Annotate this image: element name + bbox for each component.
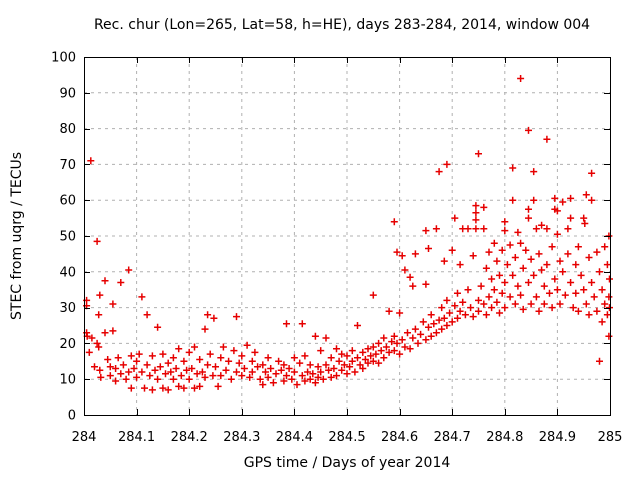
data-points: [83, 75, 613, 394]
y-tick-label: 20: [59, 337, 76, 352]
y-tick-label: 60: [59, 194, 76, 209]
x-tick-label: 284.1: [118, 430, 155, 445]
x-tick-label: 284.6: [381, 430, 418, 445]
x-tick-label: 284.3: [223, 430, 260, 445]
x-tick-label: 284.8: [486, 430, 523, 445]
x-tick-label: 284.9: [539, 430, 576, 445]
y-tick-label: 10: [59, 373, 76, 388]
x-tick-label: 284.4: [276, 430, 313, 445]
y-tick-label: 40: [59, 265, 76, 280]
x-tick-label: 284.5: [328, 430, 365, 445]
x-tick-label: 284.2: [171, 430, 208, 445]
y-tick-label: 0: [68, 409, 76, 424]
x-tick-label: 284.7: [434, 430, 471, 445]
x-tick-label: 284: [72, 430, 97, 445]
y-tick-label: 80: [59, 122, 76, 137]
y-tick-label: 100: [51, 51, 76, 66]
y-tick-label: 50: [59, 230, 76, 245]
x-tick-label: 285: [598, 430, 623, 445]
y-tick-label: 30: [59, 301, 76, 316]
y-tick-label: 90: [59, 86, 76, 101]
x-axis-label: GPS time / Days of year 2014: [243, 455, 451, 471]
y-tick-label: 70: [59, 158, 76, 173]
chart-title: Rec. chur (Lon=265, Lat=58, h=HE), days …: [93, 17, 591, 33]
